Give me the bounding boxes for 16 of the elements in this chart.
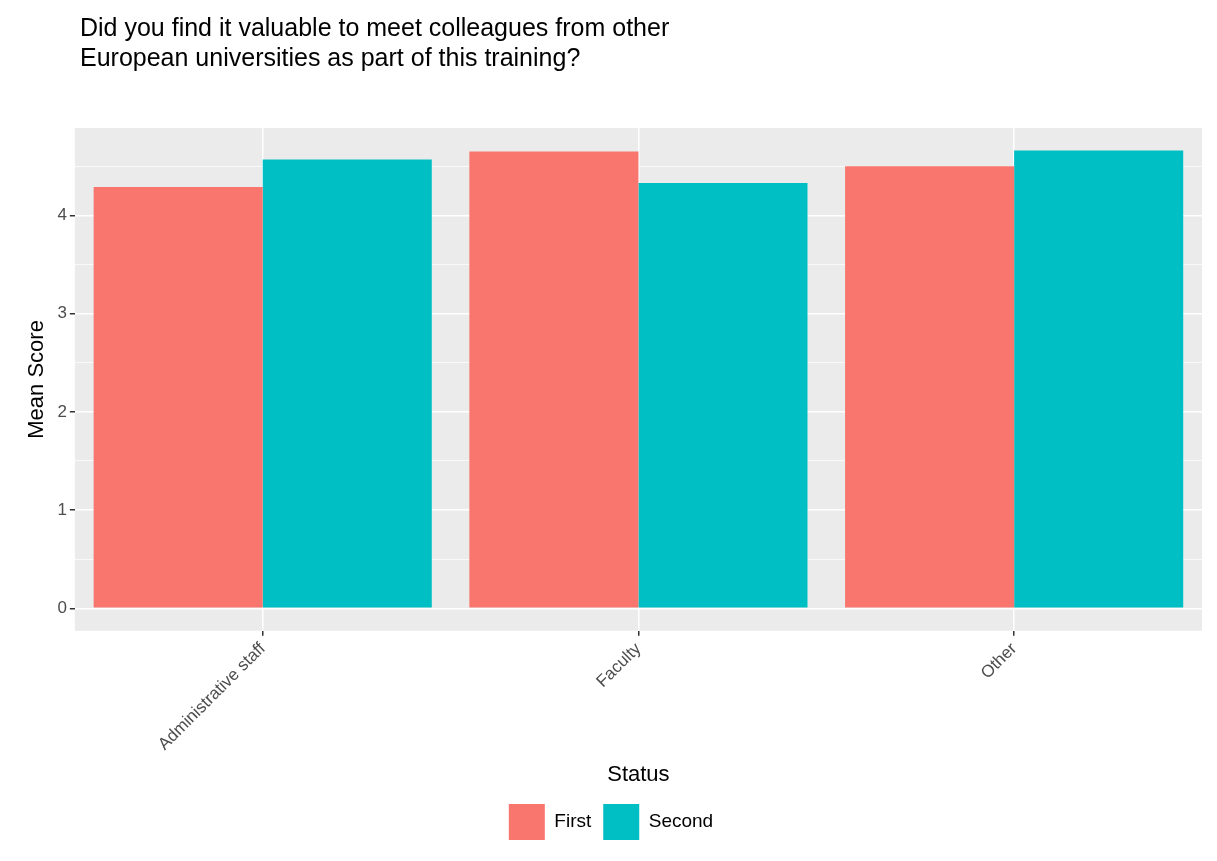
y-axis-title: Mean Score xyxy=(23,320,49,439)
chart-title: Did you find it valuable to meet colleagues from other European universities as part of this training? xyxy=(80,12,671,72)
bar xyxy=(93,186,263,608)
y-tick-label: 2 xyxy=(57,401,67,421)
bar xyxy=(1014,150,1184,608)
bar xyxy=(638,183,808,608)
y-tick-label: 3 xyxy=(57,303,67,323)
y-tick-label: 1 xyxy=(57,499,67,519)
y-tick-label: 4 xyxy=(57,205,67,225)
legend-label: First xyxy=(554,810,592,832)
x-axis-title: Status xyxy=(607,760,670,786)
legend-label: Second xyxy=(648,810,714,832)
bar xyxy=(262,159,432,608)
bar xyxy=(845,166,1015,608)
y-tick-label: 0 xyxy=(57,597,67,617)
bar xyxy=(469,151,639,608)
